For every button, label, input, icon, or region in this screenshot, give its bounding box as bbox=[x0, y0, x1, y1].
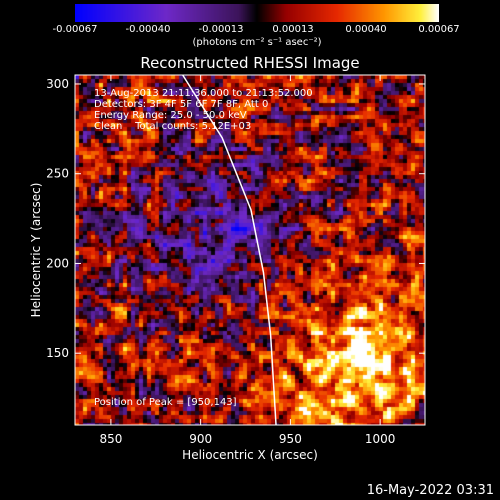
timestamp-footer: 16-May-2022 03:31 bbox=[366, 483, 494, 498]
solar-limb-line bbox=[182, 74, 277, 426]
y-axis-label: Heliocentric Y (arcsec) bbox=[29, 183, 43, 318]
x-tick-label: 900 bbox=[189, 432, 212, 446]
colorbar-tick-label: 0.00040 bbox=[345, 24, 387, 35]
info-energy-range: Energy Range: 25.0 - 50.0 keV bbox=[94, 110, 247, 121]
y-axis: 150 200 250 300 bbox=[46, 77, 425, 360]
colorbar-tick-label: 0.00067 bbox=[418, 24, 460, 35]
info-total-counts: Clean Total counts: 5.12E+03 bbox=[94, 121, 252, 132]
y-tick-label: 250 bbox=[46, 167, 69, 181]
y-tick-label: 200 bbox=[46, 256, 69, 270]
colorbar-tick-label: -0.00013 bbox=[198, 24, 244, 35]
x-axis: 850 900 950 1000 bbox=[99, 75, 395, 446]
colorbar bbox=[75, 4, 439, 22]
colorbar-tick-label: -0.00040 bbox=[125, 24, 171, 35]
chart-title: Reconstructed RHESSI Image bbox=[140, 54, 360, 72]
x-tick-label: 850 bbox=[99, 432, 122, 446]
colorbar-tick-label: 0.00013 bbox=[272, 24, 314, 35]
peak-position-label: Position of Peak = [950,143] bbox=[94, 397, 237, 408]
x-tick-label: 1000 bbox=[365, 432, 396, 446]
x-axis-label: Heliocentric X (arcsec) bbox=[182, 448, 318, 462]
y-tick-label: 150 bbox=[46, 346, 69, 360]
info-detectors: Detectors: 3F 4F 5F 6F 7F 8F, Att 0 bbox=[94, 99, 269, 110]
y-tick-label: 300 bbox=[46, 77, 69, 91]
info-time-range: 13-Aug-2013 21:11:36.000 to 21:13:52.000 bbox=[94, 88, 313, 99]
plot-frame bbox=[74, 74, 426, 426]
colorbar-unit-label: (photons cm⁻² s⁻¹ asec⁻²) bbox=[192, 37, 322, 48]
heatmap-image bbox=[75, 75, 425, 425]
colorbar-tick-label: -0.00067 bbox=[52, 24, 98, 35]
x-tick-label: 950 bbox=[279, 432, 302, 446]
